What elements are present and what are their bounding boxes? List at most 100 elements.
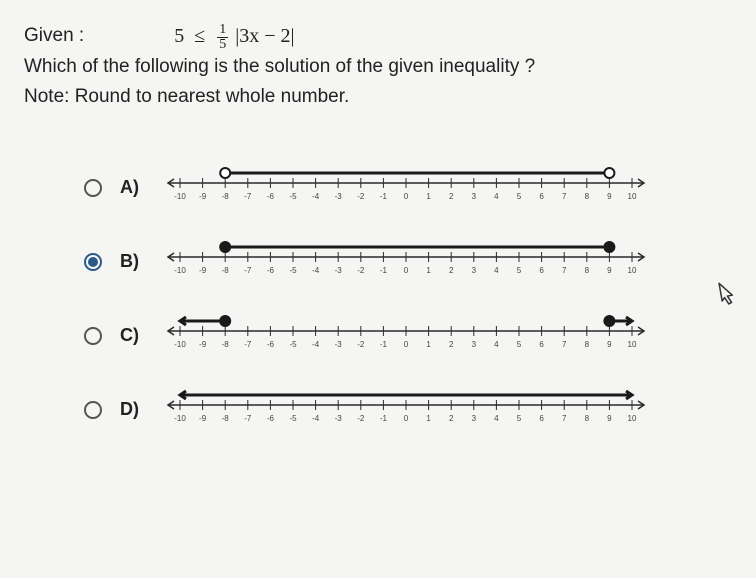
svg-text:-4: -4 — [312, 266, 320, 275]
svg-text:4: 4 — [494, 266, 499, 275]
question-line-2: Which of the following is the solution o… — [24, 52, 732, 82]
given-label: Given : — [24, 21, 84, 51]
radio-option-B[interactable] — [84, 253, 102, 271]
svg-text:-1: -1 — [380, 414, 388, 423]
svg-text:3: 3 — [472, 340, 477, 349]
svg-text:9: 9 — [607, 266, 612, 275]
svg-text:10: 10 — [628, 414, 637, 423]
svg-text:7: 7 — [562, 414, 567, 423]
inequality-expression: 5 ≤ 1 5 |3x − 2| — [174, 20, 294, 52]
option-row-D: D)-10-9-8-7-6-5-4-3-2-1012345678910 — [84, 385, 732, 435]
svg-text:-6: -6 — [267, 192, 275, 201]
svg-text:-7: -7 — [244, 414, 252, 423]
svg-text:10: 10 — [628, 340, 637, 349]
svg-text:0: 0 — [404, 266, 409, 275]
svg-text:6: 6 — [539, 414, 544, 423]
svg-text:-8: -8 — [222, 340, 230, 349]
svg-text:-6: -6 — [267, 414, 275, 423]
svg-text:3: 3 — [472, 266, 477, 275]
number-line-D: -10-9-8-7-6-5-4-3-2-1012345678910 — [166, 385, 646, 435]
svg-text:-9: -9 — [199, 266, 207, 275]
svg-text:2: 2 — [449, 414, 454, 423]
svg-text:-5: -5 — [289, 192, 297, 201]
svg-text:-5: -5 — [289, 340, 297, 349]
svg-text:-3: -3 — [335, 192, 343, 201]
svg-text:10: 10 — [628, 266, 637, 275]
number-line-C: -10-9-8-7-6-5-4-3-2-1012345678910 — [166, 311, 646, 361]
svg-text:-5: -5 — [289, 414, 297, 423]
svg-text:0: 0 — [404, 414, 409, 423]
svg-text:-9: -9 — [199, 192, 207, 201]
svg-text:6: 6 — [539, 340, 544, 349]
option-label-B: B) — [120, 251, 148, 272]
svg-text:-3: -3 — [335, 266, 343, 275]
svg-text:8: 8 — [585, 414, 590, 423]
question-line-3: Note: Round to nearest whole number. — [24, 82, 732, 112]
svg-text:5: 5 — [517, 340, 522, 349]
svg-text:-7: -7 — [244, 266, 252, 275]
svg-text:5: 5 — [517, 192, 522, 201]
svg-text:5: 5 — [517, 266, 522, 275]
svg-text:2: 2 — [449, 192, 454, 201]
svg-text:-1: -1 — [380, 340, 388, 349]
svg-text:-6: -6 — [267, 266, 275, 275]
svg-text:0: 0 — [404, 192, 409, 201]
option-row-A: A)-10-9-8-7-6-5-4-3-2-1012345678910 — [84, 163, 732, 213]
svg-text:8: 8 — [585, 192, 590, 201]
radio-option-D[interactable] — [84, 401, 102, 419]
svg-text:8: 8 — [585, 340, 590, 349]
svg-text:4: 4 — [494, 414, 499, 423]
svg-text:-2: -2 — [357, 340, 365, 349]
svg-text:-2: -2 — [357, 192, 365, 201]
svg-text:-8: -8 — [222, 414, 230, 423]
svg-text:-3: -3 — [335, 414, 343, 423]
svg-text:8: 8 — [585, 266, 590, 275]
option-label-A: A) — [120, 177, 148, 198]
option-label-C: C) — [120, 325, 148, 346]
number-line-B: -10-9-8-7-6-5-4-3-2-1012345678910 — [166, 237, 646, 287]
svg-text:5: 5 — [517, 414, 522, 423]
svg-text:-6: -6 — [267, 340, 275, 349]
svg-text:7: 7 — [562, 340, 567, 349]
svg-text:-7: -7 — [244, 340, 252, 349]
option-row-B: B)-10-9-8-7-6-5-4-3-2-1012345678910 — [84, 237, 732, 287]
svg-text:2: 2 — [449, 340, 454, 349]
svg-text:7: 7 — [562, 192, 567, 201]
svg-text:10: 10 — [628, 192, 637, 201]
svg-text:9: 9 — [607, 340, 612, 349]
svg-text:-1: -1 — [380, 266, 388, 275]
svg-text:9: 9 — [607, 192, 612, 201]
svg-text:9: 9 — [607, 414, 612, 423]
svg-text:-8: -8 — [222, 266, 230, 275]
svg-text:0: 0 — [404, 340, 409, 349]
number-line-A: -10-9-8-7-6-5-4-3-2-1012345678910 — [166, 163, 646, 213]
pointer-cursor-icon — [711, 278, 745, 321]
svg-text:1: 1 — [426, 340, 431, 349]
svg-text:3: 3 — [472, 414, 477, 423]
svg-text:-4: -4 — [312, 414, 320, 423]
svg-text:-2: -2 — [357, 266, 365, 275]
svg-text:-3: -3 — [335, 340, 343, 349]
svg-text:2: 2 — [449, 266, 454, 275]
radio-option-A[interactable] — [84, 179, 102, 197]
option-row-C: C)-10-9-8-7-6-5-4-3-2-1012345678910 — [84, 311, 732, 361]
svg-text:1: 1 — [426, 192, 431, 201]
svg-text:1: 1 — [426, 266, 431, 275]
svg-text:-4: -4 — [312, 192, 320, 201]
svg-text:6: 6 — [539, 266, 544, 275]
svg-text:-9: -9 — [199, 414, 207, 423]
radio-option-C[interactable] — [84, 327, 102, 345]
svg-text:-10: -10 — [174, 414, 186, 423]
options-list: A)-10-9-8-7-6-5-4-3-2-1012345678910B)-10… — [24, 163, 732, 435]
svg-text:-4: -4 — [312, 340, 320, 349]
svg-text:7: 7 — [562, 266, 567, 275]
svg-text:-8: -8 — [222, 192, 230, 201]
svg-text:-5: -5 — [289, 266, 297, 275]
svg-text:1: 1 — [426, 414, 431, 423]
svg-text:4: 4 — [494, 192, 499, 201]
svg-text:-7: -7 — [244, 192, 252, 201]
question-block: Given : 5 ≤ 1 5 |3x − 2| Which of the fo… — [24, 20, 732, 113]
svg-text:-2: -2 — [357, 414, 365, 423]
svg-text:-9: -9 — [199, 340, 207, 349]
svg-text:-10: -10 — [174, 266, 186, 275]
